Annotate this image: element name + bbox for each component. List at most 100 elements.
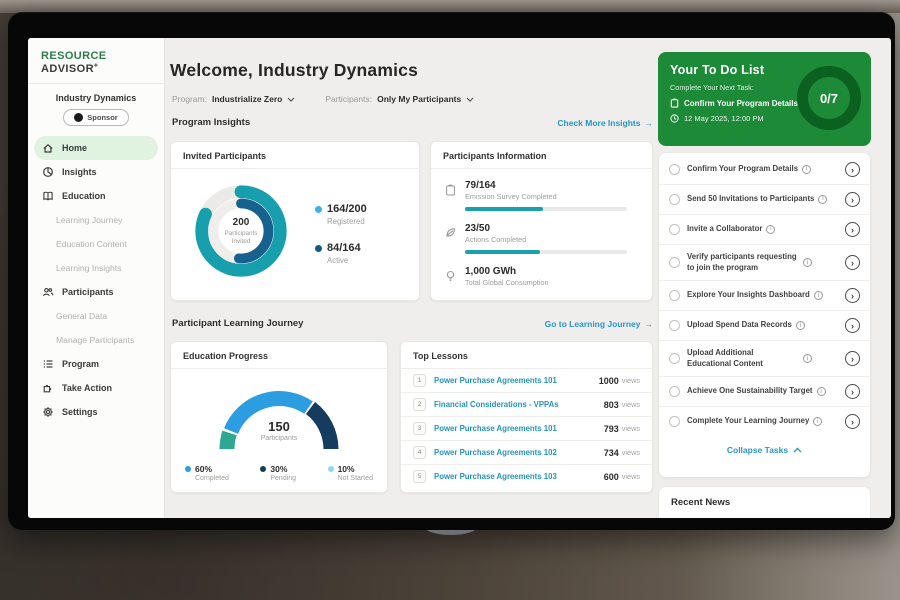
collapse-tasks-link[interactable]: Collapse Tasks bbox=[659, 436, 870, 461]
lesson-title-link[interactable]: Financial Considerations - VPPAs bbox=[434, 400, 604, 409]
sidebar-item-take-action[interactable]: Take Action bbox=[28, 376, 164, 400]
insights-icon bbox=[42, 166, 54, 178]
todo-progress-value: 0/7 bbox=[820, 91, 838, 106]
info-icon[interactable]: i bbox=[802, 165, 811, 174]
active-value: 84/164 bbox=[327, 242, 361, 254]
lesson-row-1: 1 Power Purchase Agreements 101 1000 vie… bbox=[401, 369, 652, 393]
registered-value: 164/200 bbox=[327, 203, 367, 215]
lesson-title-link[interactable]: Power Purchase Agreements 102 bbox=[434, 448, 604, 457]
info-icon[interactable]: i bbox=[803, 354, 812, 363]
info-icon[interactable]: i bbox=[813, 417, 822, 426]
go-to-learning-journey-label: Go to Learning Journey bbox=[545, 319, 641, 329]
task-row-2: Send 50 Invitations to Participants i › bbox=[659, 185, 870, 215]
sidebar-item-label: Learning Insights bbox=[56, 263, 121, 273]
sidebar: RESOURCE ADVISOR+ Industry Dynamics Spon… bbox=[28, 38, 165, 518]
participants-filter[interactable]: Participants: Only My Participants bbox=[325, 94, 474, 104]
todo-hero-card: Your To Do List Complete Your Next Task:… bbox=[658, 52, 871, 146]
task-checkbox[interactable] bbox=[669, 416, 680, 427]
chevron-right-icon[interactable]: › bbox=[845, 192, 860, 207]
lesson-title-link[interactable]: Power Purchase Agreements 101 bbox=[434, 424, 604, 433]
chevron-right-icon[interactable]: › bbox=[845, 414, 860, 429]
info-icon[interactable]: i bbox=[803, 258, 812, 267]
legend-active: 84/164 Active bbox=[315, 242, 367, 265]
info-icon[interactable]: i bbox=[818, 195, 827, 204]
task-checkbox[interactable] bbox=[669, 386, 680, 397]
lesson-title-link[interactable]: Power Purchase Agreements 103 bbox=[434, 472, 604, 481]
home-icon bbox=[42, 142, 54, 154]
chevron-right-icon[interactable]: › bbox=[845, 318, 860, 333]
education-progress-title: Education Progress bbox=[171, 342, 387, 369]
task-label: Send 50 Invitations to Participants bbox=[687, 194, 814, 205]
info-icon[interactable]: i bbox=[817, 387, 826, 396]
invited-participants-donut-chart: 200 Participants Invited bbox=[187, 177, 295, 285]
go-to-learning-journey-link[interactable]: Go to Learning Journey → bbox=[545, 319, 653, 329]
task-checkbox[interactable] bbox=[669, 194, 680, 205]
sidebar-item-insights[interactable]: Insights bbox=[28, 160, 164, 184]
sidebar-item-settings[interactable]: Settings bbox=[28, 400, 164, 424]
lesson-rank: 5 bbox=[413, 470, 426, 483]
info-icon[interactable]: i bbox=[814, 291, 823, 300]
not-started-dot-icon bbox=[328, 466, 334, 472]
registered-label: Registered bbox=[327, 217, 367, 226]
active-label: Active bbox=[327, 256, 367, 265]
participants-information-title: Participants Information bbox=[431, 142, 652, 169]
sidebar-item-general-data[interactable]: General Data bbox=[28, 304, 164, 328]
sidebar-item-education[interactable]: Education bbox=[28, 184, 164, 208]
gauge-center-value: 150 bbox=[204, 419, 354, 434]
chevron-right-icon[interactable]: › bbox=[845, 162, 860, 177]
program-filter[interactable]: Program: Industrialize Zero bbox=[172, 94, 295, 104]
sidebar-item-education-content[interactable]: Education Content bbox=[28, 232, 164, 256]
emission-survey-label: Emission Survey Completed bbox=[465, 192, 638, 201]
sidebar-item-participants[interactable]: Participants bbox=[28, 280, 164, 304]
chevron-up-icon bbox=[793, 447, 802, 453]
emission-survey-value: 79/164 bbox=[465, 180, 638, 191]
top-lessons-title: Top Lessons bbox=[401, 342, 652, 369]
todo-task-list: Confirm Your Program Details i › Send 50… bbox=[658, 152, 871, 478]
clipboard-icon bbox=[445, 184, 456, 196]
sponsor-badge: Sponsor bbox=[63, 109, 129, 126]
emission-survey-row: 79/164 Emission Survey Completed bbox=[445, 180, 638, 211]
task-checkbox[interactable] bbox=[669, 257, 680, 268]
chevron-right-icon[interactable]: › bbox=[845, 255, 860, 270]
actions-completed-row: 23/50 Actions Completed bbox=[445, 223, 638, 254]
pending-label: Pending bbox=[270, 475, 296, 482]
learning-journey-heading: Participant Learning Journey bbox=[172, 318, 303, 329]
education-progress-gauge-chart: 150 Participants bbox=[204, 377, 354, 457]
check-more-insights-label: Check More Insights bbox=[557, 118, 640, 128]
sidebar-item-learning-insights[interactable]: Learning Insights bbox=[28, 256, 164, 280]
chevron-down-icon bbox=[287, 97, 295, 102]
sponsor-icon bbox=[74, 113, 83, 122]
sidebar-item-learning-journey[interactable]: Learning Journey bbox=[28, 208, 164, 232]
chevron-right-icon[interactable]: › bbox=[845, 222, 860, 237]
program-list-icon bbox=[42, 358, 54, 370]
todo-progress-badge: 0/7 bbox=[797, 66, 861, 130]
lesson-rank: 2 bbox=[413, 398, 426, 411]
task-row-4: Verify participants requesting to join t… bbox=[659, 245, 870, 281]
global-consumption-label: Total Global Consumption bbox=[465, 278, 638, 287]
sidebar-item-program[interactable]: Program bbox=[28, 352, 164, 376]
chevron-right-icon[interactable]: › bbox=[845, 288, 860, 303]
task-checkbox[interactable] bbox=[669, 320, 680, 331]
info-icon[interactable]: i bbox=[766, 225, 775, 234]
task-label: Upload Spend Data Records bbox=[687, 320, 792, 331]
sidebar-item-label: Learning Journey bbox=[56, 215, 122, 225]
sidebar-item-manage-participants[interactable]: Manage Participants bbox=[28, 328, 164, 352]
actions-completed-label: Actions Completed bbox=[465, 235, 638, 244]
lesson-title-link[interactable]: Power Purchase Agreements 101 bbox=[434, 376, 599, 385]
task-checkbox[interactable] bbox=[669, 290, 680, 301]
task-checkbox[interactable] bbox=[669, 224, 680, 235]
info-icon[interactable]: i bbox=[796, 321, 805, 330]
chevron-right-icon[interactable]: › bbox=[845, 351, 860, 366]
task-checkbox[interactable] bbox=[669, 164, 680, 175]
lesson-views-value: 734 bbox=[604, 448, 619, 458]
legend-pending: 30% Pending bbox=[260, 464, 296, 482]
check-more-insights-link[interactable]: Check More Insights → bbox=[557, 118, 653, 128]
global-consumption-value: 1,000 GWh bbox=[465, 266, 638, 277]
sidebar-item-home[interactable]: Home bbox=[34, 136, 158, 160]
completed-label: Completed bbox=[195, 475, 229, 482]
lesson-views-value: 600 bbox=[604, 472, 619, 482]
settings-gear-icon bbox=[42, 406, 54, 418]
chevron-right-icon[interactable]: › bbox=[845, 384, 860, 399]
legend-not-started: 10% Not Started bbox=[328, 464, 373, 482]
task-checkbox[interactable] bbox=[669, 353, 680, 364]
